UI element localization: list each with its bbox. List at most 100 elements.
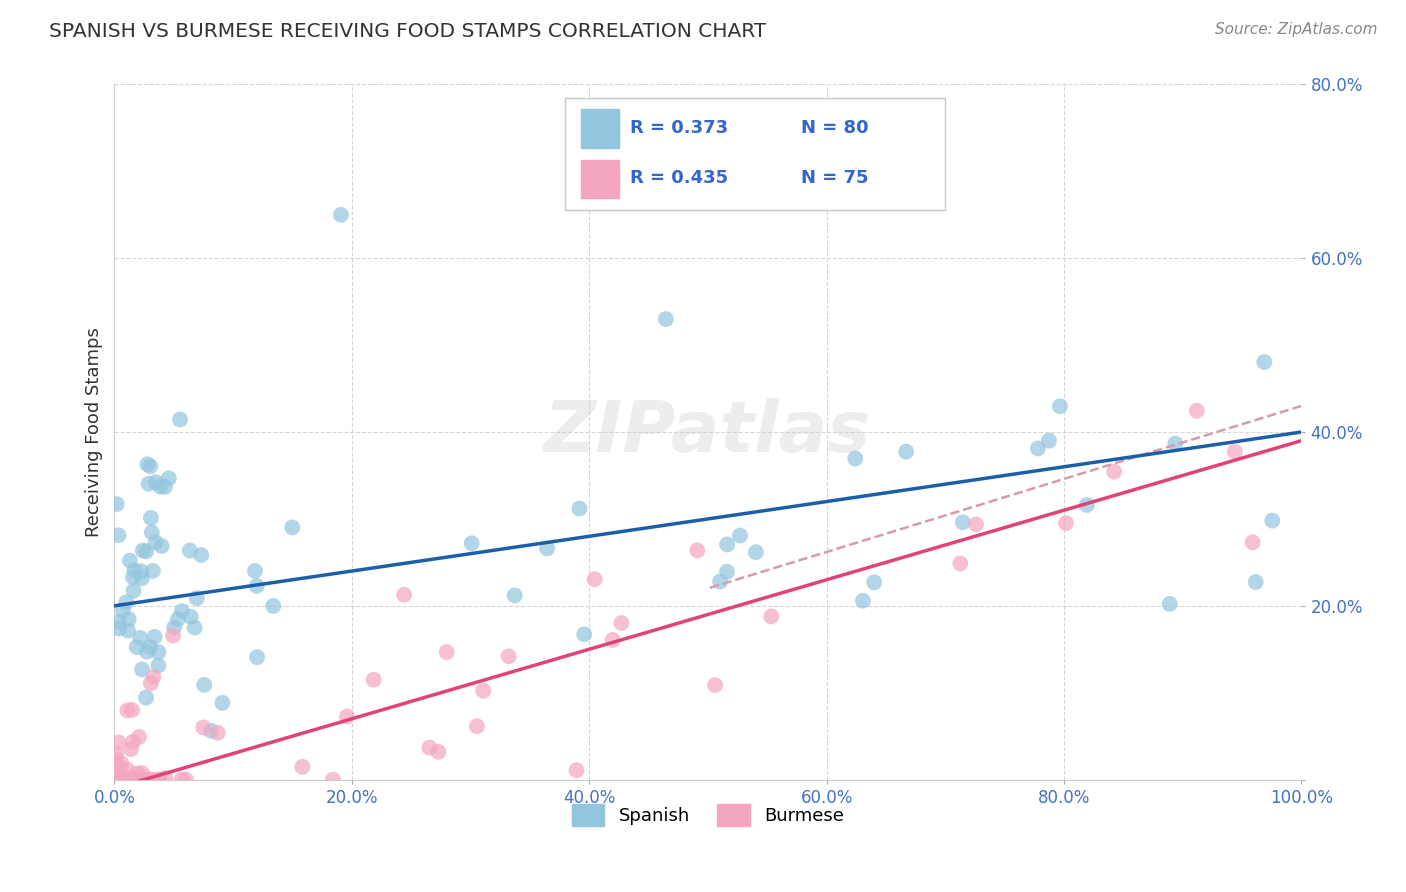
Point <box>105 772 128 787</box>
Point <box>146 772 169 787</box>
Point <box>145 535 167 549</box>
Point <box>169 412 191 426</box>
Point <box>574 627 596 641</box>
Point <box>200 723 222 738</box>
Point <box>105 772 128 787</box>
Point <box>115 772 138 787</box>
Point <box>120 772 142 787</box>
Point <box>170 772 193 787</box>
Point <box>115 595 138 609</box>
Point <box>104 753 127 767</box>
Point <box>148 772 170 787</box>
Point <box>1164 436 1187 450</box>
Point <box>118 554 141 568</box>
Point <box>1185 404 1208 418</box>
Point <box>107 528 129 542</box>
Point <box>1241 535 1264 549</box>
Point <box>170 604 193 618</box>
Point <box>105 747 128 761</box>
Point <box>193 678 215 692</box>
Text: SPANISH VS BURMESE RECEIVING FOOD STAMPS CORRELATION CHART: SPANISH VS BURMESE RECEIVING FOOD STAMPS… <box>49 22 766 41</box>
Point <box>863 575 886 590</box>
Point <box>149 480 172 494</box>
Point <box>180 609 202 624</box>
Point <box>844 451 866 466</box>
Point <box>142 564 165 578</box>
Point <box>536 541 558 556</box>
Point <box>167 612 190 626</box>
Point <box>141 525 163 540</box>
Point <box>124 772 146 787</box>
Point <box>162 629 184 643</box>
Point <box>135 544 157 558</box>
Point <box>111 772 134 787</box>
Point <box>291 760 314 774</box>
Point <box>709 574 731 589</box>
Point <box>131 772 153 787</box>
Point <box>498 649 520 664</box>
Point <box>418 740 440 755</box>
Point <box>131 564 153 578</box>
Point <box>427 745 450 759</box>
Point <box>136 645 159 659</box>
Point <box>952 516 974 530</box>
Point <box>145 475 167 490</box>
Point <box>107 735 129 749</box>
Point <box>104 772 127 787</box>
Point <box>163 621 186 635</box>
Point <box>124 563 146 577</box>
Point <box>115 772 138 787</box>
Point <box>745 545 768 559</box>
Point <box>142 670 165 684</box>
Point <box>1026 442 1049 456</box>
Point <box>262 599 284 613</box>
Point <box>139 511 162 525</box>
Point <box>108 772 131 787</box>
Point <box>155 771 177 785</box>
Point <box>190 548 212 562</box>
Point <box>761 609 783 624</box>
Point <box>131 662 153 676</box>
Point <box>1244 574 1267 589</box>
Point <box>111 772 134 787</box>
Point <box>583 572 606 586</box>
Point <box>1261 514 1284 528</box>
Point <box>139 676 162 690</box>
Point <box>110 772 132 787</box>
Point <box>363 673 385 687</box>
Point <box>148 645 170 659</box>
Point <box>704 678 727 692</box>
Point <box>472 683 495 698</box>
Point <box>174 772 197 787</box>
Point <box>728 528 751 542</box>
Point <box>1076 498 1098 512</box>
Point <box>852 593 875 607</box>
Point <box>602 632 624 647</box>
Point <box>246 579 269 593</box>
Point <box>117 703 139 717</box>
Point <box>122 570 145 584</box>
Point <box>503 589 526 603</box>
Point <box>107 767 129 781</box>
Point <box>211 696 233 710</box>
Point <box>117 624 139 638</box>
Point <box>150 539 173 553</box>
Point <box>139 459 162 474</box>
Point <box>465 719 488 733</box>
Point <box>129 772 152 787</box>
Point <box>1159 597 1181 611</box>
Point <box>117 763 139 777</box>
Point <box>565 763 588 777</box>
Point <box>1038 434 1060 448</box>
Point <box>686 543 709 558</box>
Point <box>121 772 143 787</box>
Point <box>125 640 148 654</box>
Point <box>894 444 917 458</box>
Point <box>128 730 150 744</box>
Point <box>110 756 132 771</box>
Point <box>183 621 205 635</box>
Point <box>436 645 458 659</box>
Point <box>1049 399 1071 413</box>
Point <box>179 543 201 558</box>
Point <box>186 591 208 606</box>
